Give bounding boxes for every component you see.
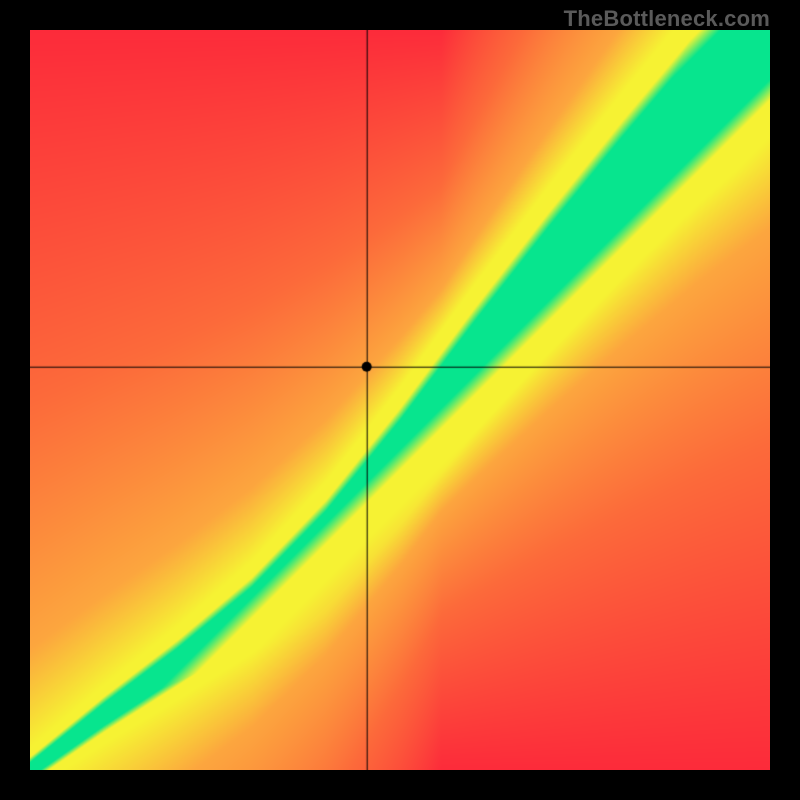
bottleneck-heatmap	[30, 30, 770, 770]
heatmap-canvas	[30, 30, 770, 770]
watermark-text: TheBottleneck.com	[564, 6, 770, 32]
